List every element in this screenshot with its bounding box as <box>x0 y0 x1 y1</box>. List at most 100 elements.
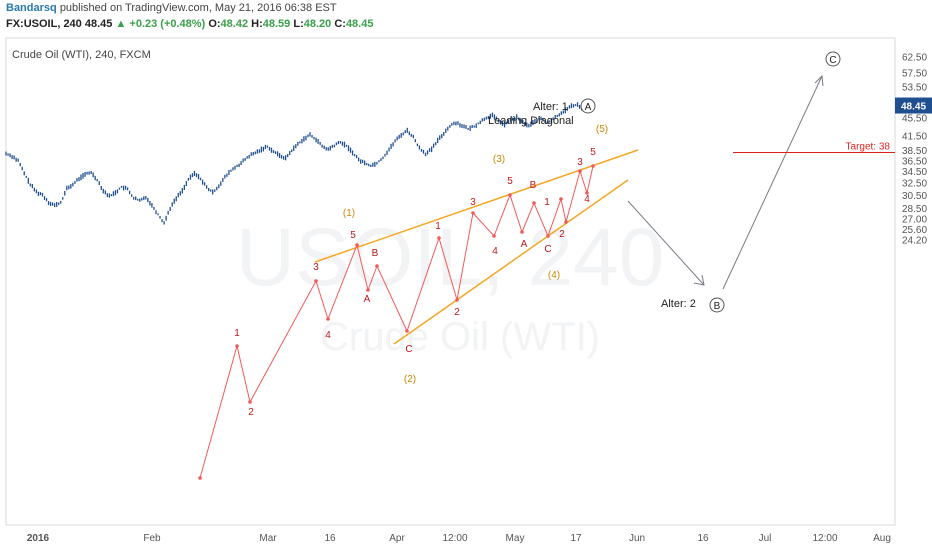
x-tick-label: 12:00 <box>812 533 837 544</box>
wave-pivot <box>508 193 512 197</box>
wave-pivot <box>546 234 550 238</box>
wave-pivot <box>492 234 496 238</box>
diagonal-channel <box>314 149 639 345</box>
y-tick-label: 25.60 <box>902 225 927 236</box>
close-value: 48.45 <box>345 18 374 30</box>
x-tick-label: Aug <box>873 533 891 544</box>
alter-2-label: Alter: 2 <box>661 298 696 310</box>
wave-label-minor: 2 <box>454 307 460 318</box>
wave-label-minor: 5 <box>350 230 356 241</box>
circle-b-label: B <box>714 301 721 312</box>
wave-label-minor: 2 <box>248 407 254 418</box>
wave-label-minor: 3 <box>313 262 319 273</box>
circle-a-label: A <box>585 102 592 113</box>
wave-lines <box>198 164 595 480</box>
wave-pivot <box>235 344 239 348</box>
x-tick-label: Jun <box>629 533 645 544</box>
x-tick-label: 12:00 <box>442 533 467 544</box>
wave-pivot <box>198 476 202 480</box>
wave-label-minor: B <box>530 180 537 191</box>
wave-label-minor: 1 <box>435 221 441 232</box>
y-tick-label: 57.50 <box>902 68 927 79</box>
wave-label-minor: B <box>372 248 379 259</box>
y-tick-label: 34.50 <box>902 167 927 178</box>
y-tick-label: 45.50 <box>902 114 927 125</box>
wave-pivot <box>405 329 409 333</box>
projection-arrows: Target: 38 <box>627 74 895 290</box>
wave-label-minor: 1 <box>544 197 550 208</box>
watermark-symbol: USOIL, 240 <box>236 212 664 303</box>
open-value: 48.42 <box>220 18 249 30</box>
low-label: L: <box>293 18 304 30</box>
x-tick-label: May <box>506 533 525 544</box>
y-tick-label: 28.50 <box>902 204 927 215</box>
plot-frame <box>5 37 896 526</box>
wave-pivot <box>532 201 536 205</box>
wave-pivot <box>366 288 370 292</box>
wave-label-major: (2) <box>404 374 416 385</box>
wave-label-minor: 5 <box>507 176 513 187</box>
wave-label-minor: 2 <box>559 229 565 240</box>
wave-pivot <box>559 197 563 201</box>
x-tick-label: 16 <box>697 533 709 544</box>
high-value: 48.59 <box>262 18 291 30</box>
circle-c-label-ring <box>825 51 841 67</box>
wave-label-major: (3) <box>493 154 505 165</box>
wave-pivot <box>375 264 379 268</box>
x-tick-label: Apr <box>389 533 405 544</box>
arrow-to-b <box>627 200 705 286</box>
y-tick-label: 27.00 <box>902 215 927 226</box>
wave-label-minor: 4 <box>584 194 590 205</box>
arrow-to-c <box>722 75 823 290</box>
wave-label-major: (4) <box>548 270 560 281</box>
circle-c-label: C <box>829 55 836 66</box>
wave-pivot <box>437 236 441 240</box>
wave-label-minor: A <box>521 239 528 250</box>
price-axis[interactable]: 62.5057.5053.5049.5045.5041.5038.5036.50… <box>894 38 932 525</box>
wave-label-minor: A <box>364 294 371 305</box>
wave-pivot <box>248 400 252 404</box>
time-axis[interactable]: 2016 Feb Mar 16 Apr 12:00 May 17 Jun 16 Jul 12:00 Au… <box>6 524 895 544</box>
last-price-tag <box>895 97 932 114</box>
wave-label-minor: 4 <box>492 246 498 257</box>
publish-info: Bandarsq published on TradingView.com, M… <box>6 2 337 14</box>
alter-1-label: Alter: 1 <box>533 101 568 113</box>
low-value: 48.20 <box>303 18 332 30</box>
wave-label-minor: 1 <box>234 328 240 339</box>
x-tick-label: Mar <box>259 533 277 544</box>
x-tick-label: 16 <box>324 533 336 544</box>
y-tick-label: 53.50 <box>902 82 927 93</box>
y-tick-label: 30.50 <box>902 191 927 202</box>
author-link[interactable]: Bandarsq <box>6 2 57 14</box>
wave-path <box>199 165 594 479</box>
wave-label-minor: 5 <box>590 147 596 158</box>
wave-pivot <box>578 169 582 173</box>
last-price: 48.45 <box>84 18 113 30</box>
wave-pivot <box>564 220 568 224</box>
y-tick-label: 62.50 <box>902 52 927 63</box>
wave-label-major: (5) <box>596 124 608 135</box>
y-tick-label: 38.50 <box>902 146 927 157</box>
wave-label-minor: C <box>544 244 551 255</box>
high-label: H: <box>251 18 263 30</box>
x-tick-label: Feb <box>143 533 161 544</box>
wave-label-minor: 3 <box>577 157 583 168</box>
wave-label-minor: 4 <box>325 330 331 341</box>
x-tick-label: 2016 <box>27 533 50 544</box>
wave-pivot <box>471 211 475 215</box>
wave-pivot <box>585 191 589 195</box>
chart-title: Crude Oil (WTI), 240, FXCM <box>12 49 151 61</box>
publish-text: published on TradingView.com, May 21, 20… <box>59 2 337 14</box>
open-label: O: <box>208 18 221 30</box>
y-tick-label: 32.50 <box>902 179 927 190</box>
wave-pivot <box>455 298 459 302</box>
arrow-to-b-head <box>693 274 705 286</box>
wave-pivot <box>520 230 524 234</box>
circle-a-label-ring <box>580 98 596 114</box>
wave-pivot <box>355 243 359 247</box>
wave-pivot <box>591 164 595 168</box>
x-tick-label: Jul <box>759 533 772 544</box>
x-tick-label: 17 <box>570 533 582 544</box>
wave-label-minor: C <box>405 344 412 355</box>
